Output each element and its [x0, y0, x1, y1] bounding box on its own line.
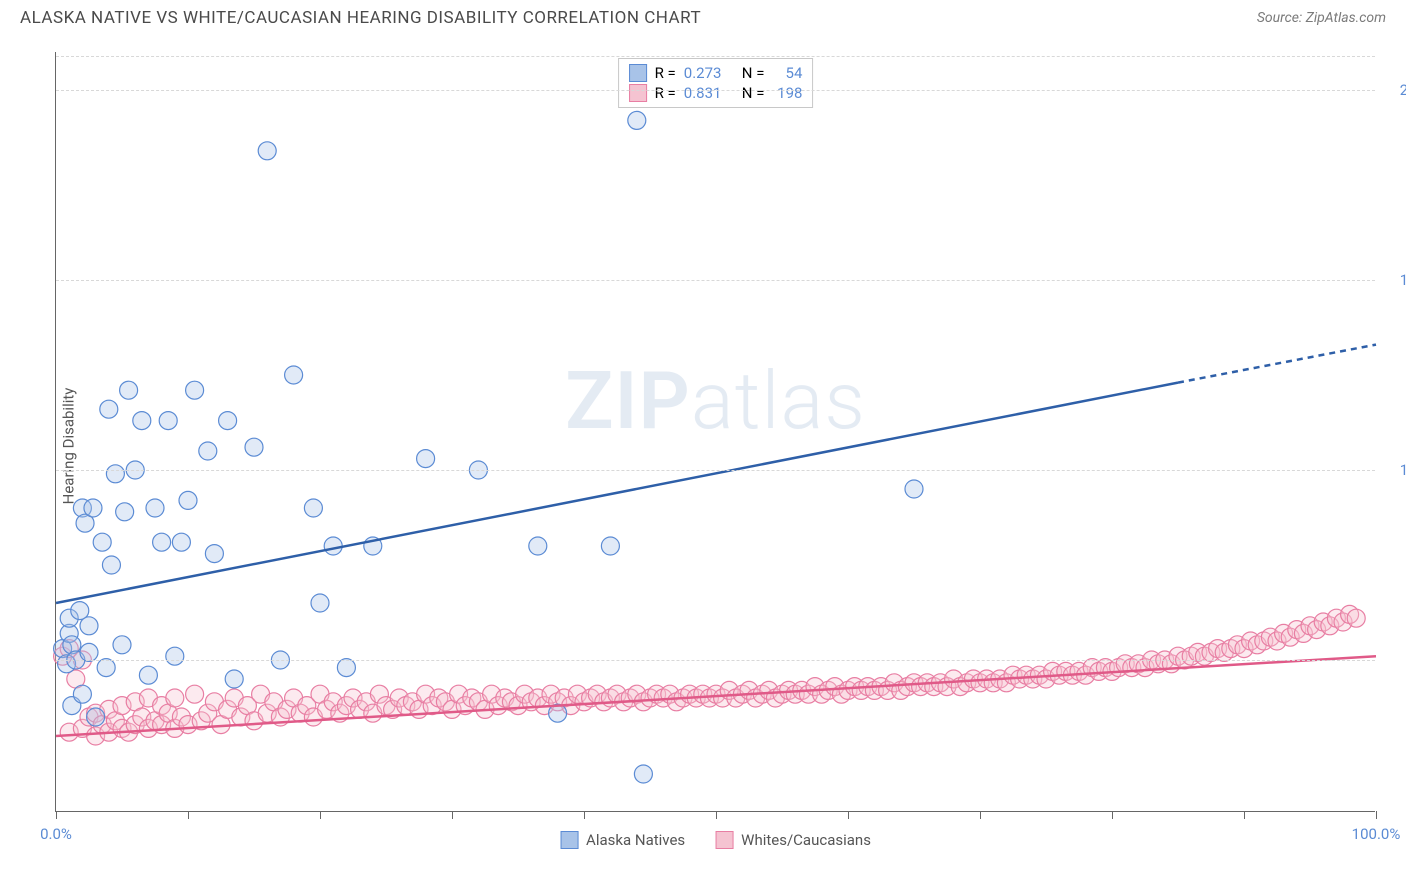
chart-title: ALASKA NATIVE VS WHITE/CAUCASIAN HEARING… [20, 8, 701, 28]
legend-row-white: R = 0.831 N = 198 [629, 83, 803, 103]
legend-correlation: R = 0.273 N = 54 R = 0.831 N = 198 [618, 58, 814, 108]
legend-alaska-label: Alaska Natives [586, 831, 685, 849]
x-tick [188, 811, 189, 819]
legend-white-r: 0.831 [684, 84, 734, 102]
x-tick [1376, 811, 1377, 819]
legend-white-n: 198 [772, 84, 802, 102]
legend-swatch-alaska [629, 64, 647, 82]
x-tick-label: 100.0% [1352, 825, 1401, 843]
gridline [56, 280, 1375, 281]
legend-item-white: Whites/Caucasians [715, 831, 871, 849]
x-tick [584, 811, 585, 819]
x-tick [320, 811, 321, 819]
x-tick [1244, 811, 1245, 819]
x-tick [452, 811, 453, 819]
x-tick [1112, 811, 1113, 819]
x-tick [716, 811, 717, 819]
legend-n-label: N = [742, 84, 765, 102]
x-tick [980, 811, 981, 819]
legend-n-label: N = [742, 64, 765, 82]
gridline [56, 660, 1375, 661]
y-tick-label: 10.0% [1400, 461, 1406, 479]
legend-swatch-white [629, 84, 647, 102]
x-tick [848, 811, 849, 819]
legend-series: Alaska Natives Whites/Caucasians [560, 831, 871, 849]
source-credit: Source: ZipAtlas.com [1257, 10, 1386, 26]
gridline [56, 90, 1375, 91]
y-tick-label: 20.0% [1400, 81, 1406, 99]
legend-r-label: R = [655, 84, 676, 102]
legend-swatch-white-icon [715, 831, 733, 849]
chart-plot-area: ZIPatlas R = 0.273 N = 54 R = 0.831 N = … [55, 52, 1375, 812]
scatter-svg [56, 52, 1375, 811]
gridline [56, 56, 1375, 57]
x-tick-label: 0.0% [40, 825, 72, 843]
legend-r-label: R = [655, 64, 676, 82]
legend-white-label: Whites/Caucasians [741, 831, 871, 849]
legend-alaska-r: 0.273 [684, 64, 734, 82]
legend-row-alaska: R = 0.273 N = 54 [629, 63, 803, 83]
y-tick-label: 15.0% [1400, 271, 1406, 289]
legend-alaska-n: 54 [772, 64, 802, 82]
x-tick [56, 811, 57, 819]
legend-swatch-alaska-icon [560, 831, 578, 849]
legend-item-alaska: Alaska Natives [560, 831, 685, 849]
gridline [56, 470, 1375, 471]
